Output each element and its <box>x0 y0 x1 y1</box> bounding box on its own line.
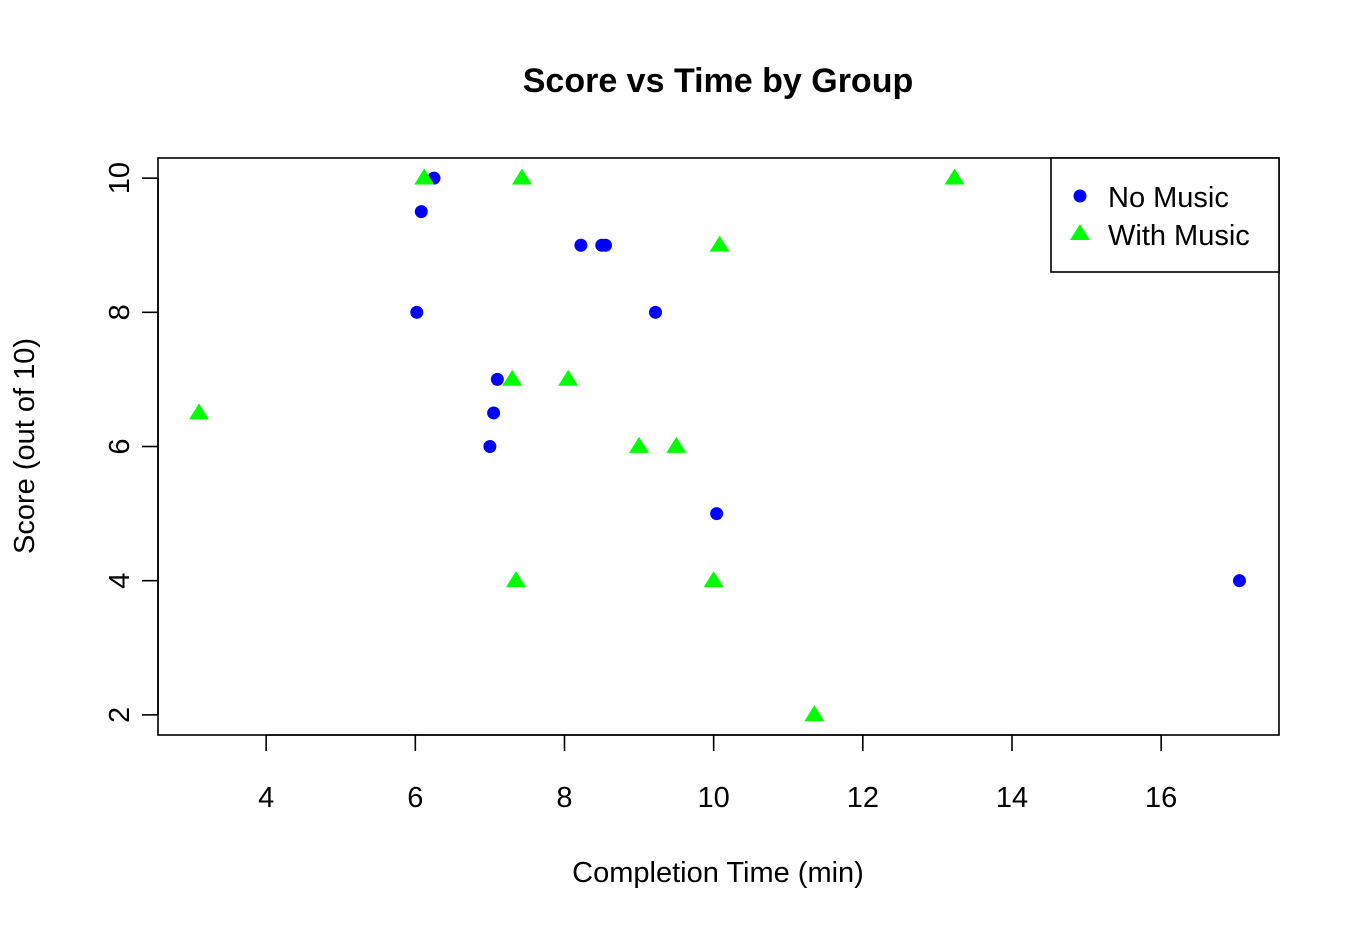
point-with-music <box>804 705 825 722</box>
point-no-music <box>414 205 428 219</box>
x-axis-label: Completion Time (min) <box>572 857 864 889</box>
x-tick-label: 12 <box>847 782 879 814</box>
x-tick-label: 8 <box>556 782 572 814</box>
x-tick-label: 16 <box>1145 782 1177 814</box>
legend: No Music With Music <box>1050 157 1280 273</box>
point-no-music <box>483 440 497 453</box>
point-with-music <box>511 168 532 185</box>
point-with-music <box>189 403 210 420</box>
point-no-music <box>574 238 588 252</box>
point-with-music <box>666 436 687 453</box>
point-no-music <box>487 406 501 420</box>
y-tick-label: 2 <box>104 707 136 723</box>
legend-box <box>1050 157 1280 273</box>
point-no-music <box>710 507 724 521</box>
point-with-music <box>558 369 579 386</box>
y-tick-label: 4 <box>104 573 136 589</box>
x-tick-label: 10 <box>698 782 730 814</box>
legend-marker-with-music <box>1070 224 1090 240</box>
y-axis-label: Score (out of 10) <box>9 338 41 554</box>
point-with-music <box>506 571 527 588</box>
y-tick-label: 10 <box>104 162 136 194</box>
point-no-music <box>410 305 424 319</box>
x-tick-label: 6 <box>407 782 423 814</box>
point-no-music <box>1232 574 1246 588</box>
point-no-music <box>490 372 504 386</box>
point-no-music <box>648 305 662 319</box>
x-tick-label: 14 <box>996 782 1028 814</box>
point-with-music <box>414 168 435 185</box>
y-tick-label: 6 <box>104 438 136 454</box>
legend-marker-no-music <box>1073 189 1087 203</box>
point-with-music <box>703 571 724 588</box>
chart-title: Score vs Time by Group <box>523 62 914 100</box>
x-tick-label: 4 <box>258 782 274 814</box>
y-tick-label: 8 <box>104 304 136 320</box>
y-axis: 2 4 6 8 10 <box>104 162 159 723</box>
point-no-music <box>599 238 613 252</box>
point-with-music <box>944 168 965 185</box>
point-with-music <box>709 235 730 252</box>
x-axis: 4 6 8 10 12 14 16 <box>258 734 1177 814</box>
point-with-music <box>629 436 650 453</box>
data-points <box>189 168 1246 722</box>
point-with-music <box>502 369 523 386</box>
legend-label-no-music: No Music <box>1108 182 1229 214</box>
legend-label-with-music: With Music <box>1108 220 1250 252</box>
